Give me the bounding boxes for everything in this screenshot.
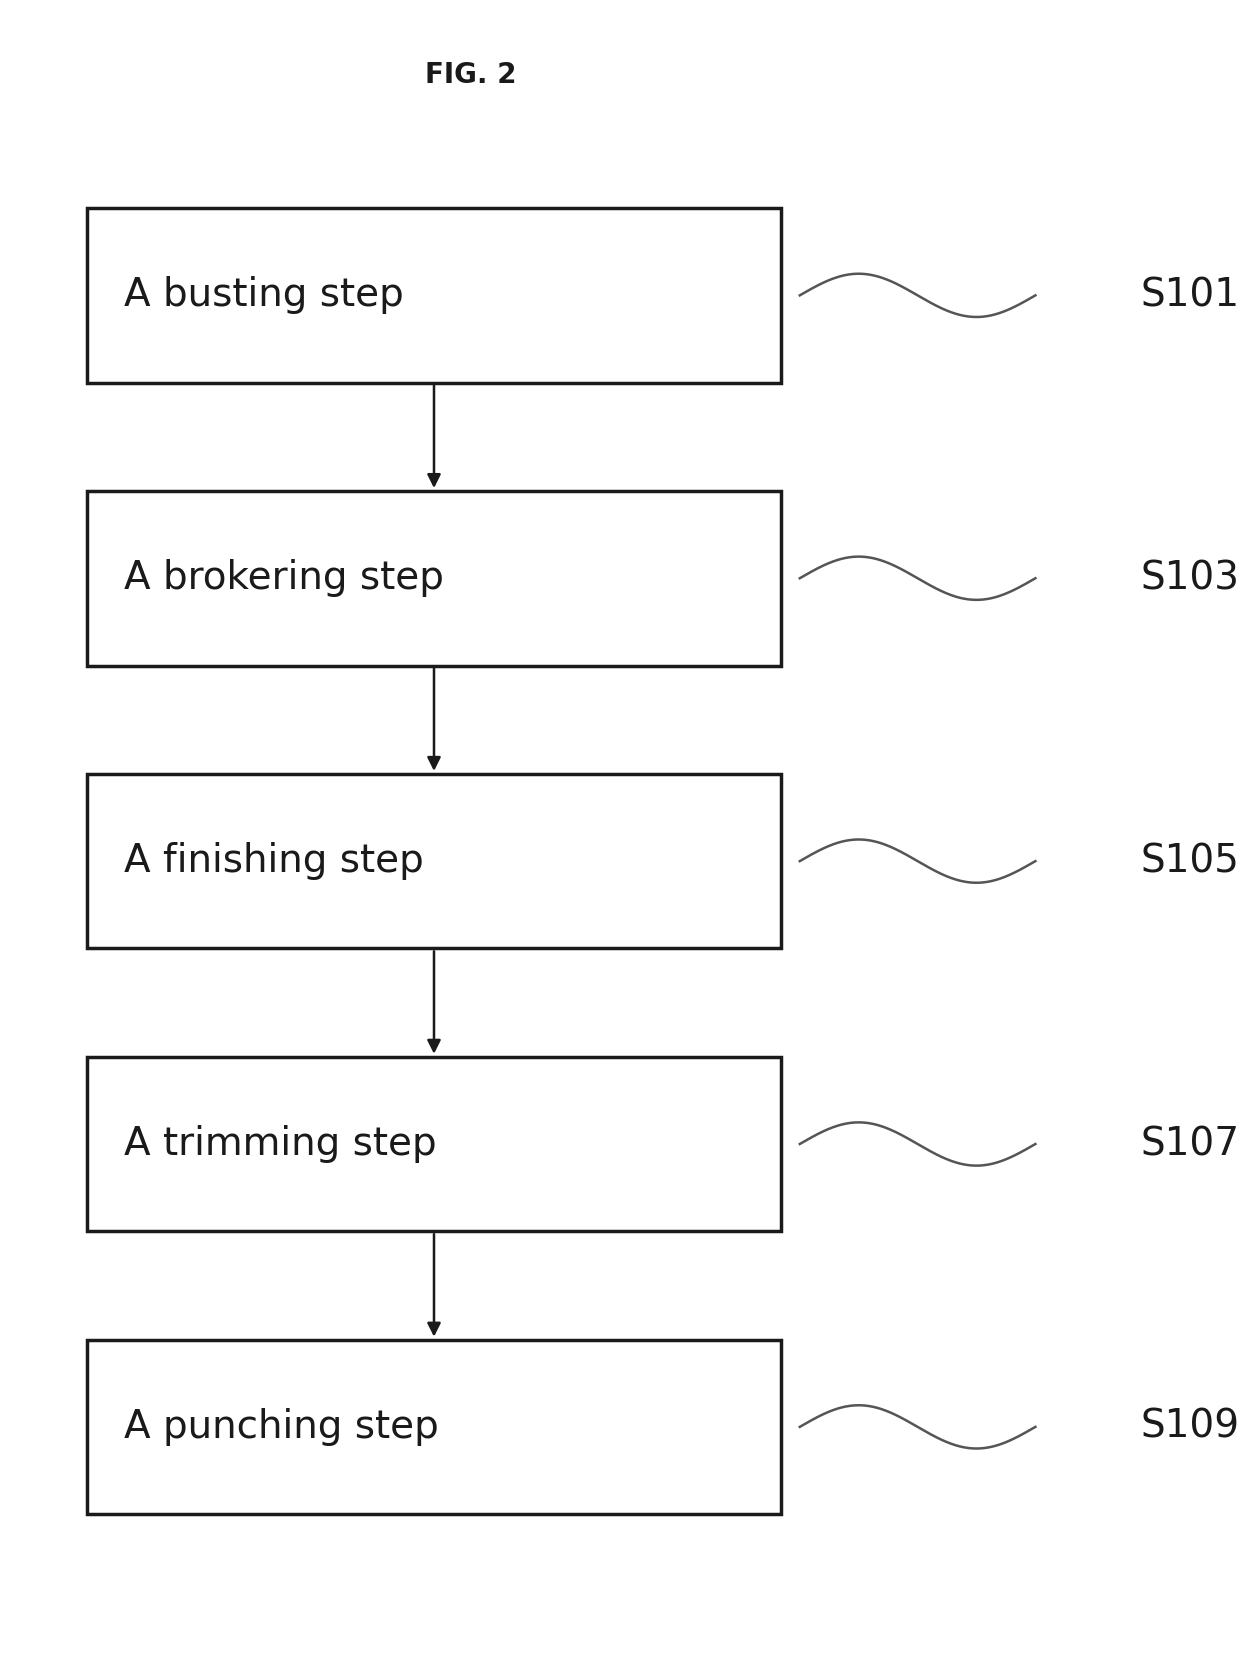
Text: A busting step: A busting step [124, 276, 404, 314]
Text: S103: S103 [1141, 559, 1240, 597]
Bar [87, 1057, 781, 1231]
Text: A punching step: A punching step [124, 1408, 439, 1446]
Text: S109: S109 [1141, 1408, 1240, 1446]
Text: S101: S101 [1141, 276, 1240, 314]
Bar [87, 1340, 781, 1514]
Text: A finishing step: A finishing step [124, 842, 424, 880]
Text: FIG. 2: FIG. 2 [425, 62, 517, 88]
Bar [87, 208, 781, 383]
Text: S107: S107 [1141, 1125, 1240, 1163]
Text: S105: S105 [1141, 842, 1240, 880]
Text: A trimming step: A trimming step [124, 1125, 436, 1163]
Text: A brokering step: A brokering step [124, 559, 444, 597]
Bar [87, 491, 781, 666]
Bar [87, 774, 781, 948]
